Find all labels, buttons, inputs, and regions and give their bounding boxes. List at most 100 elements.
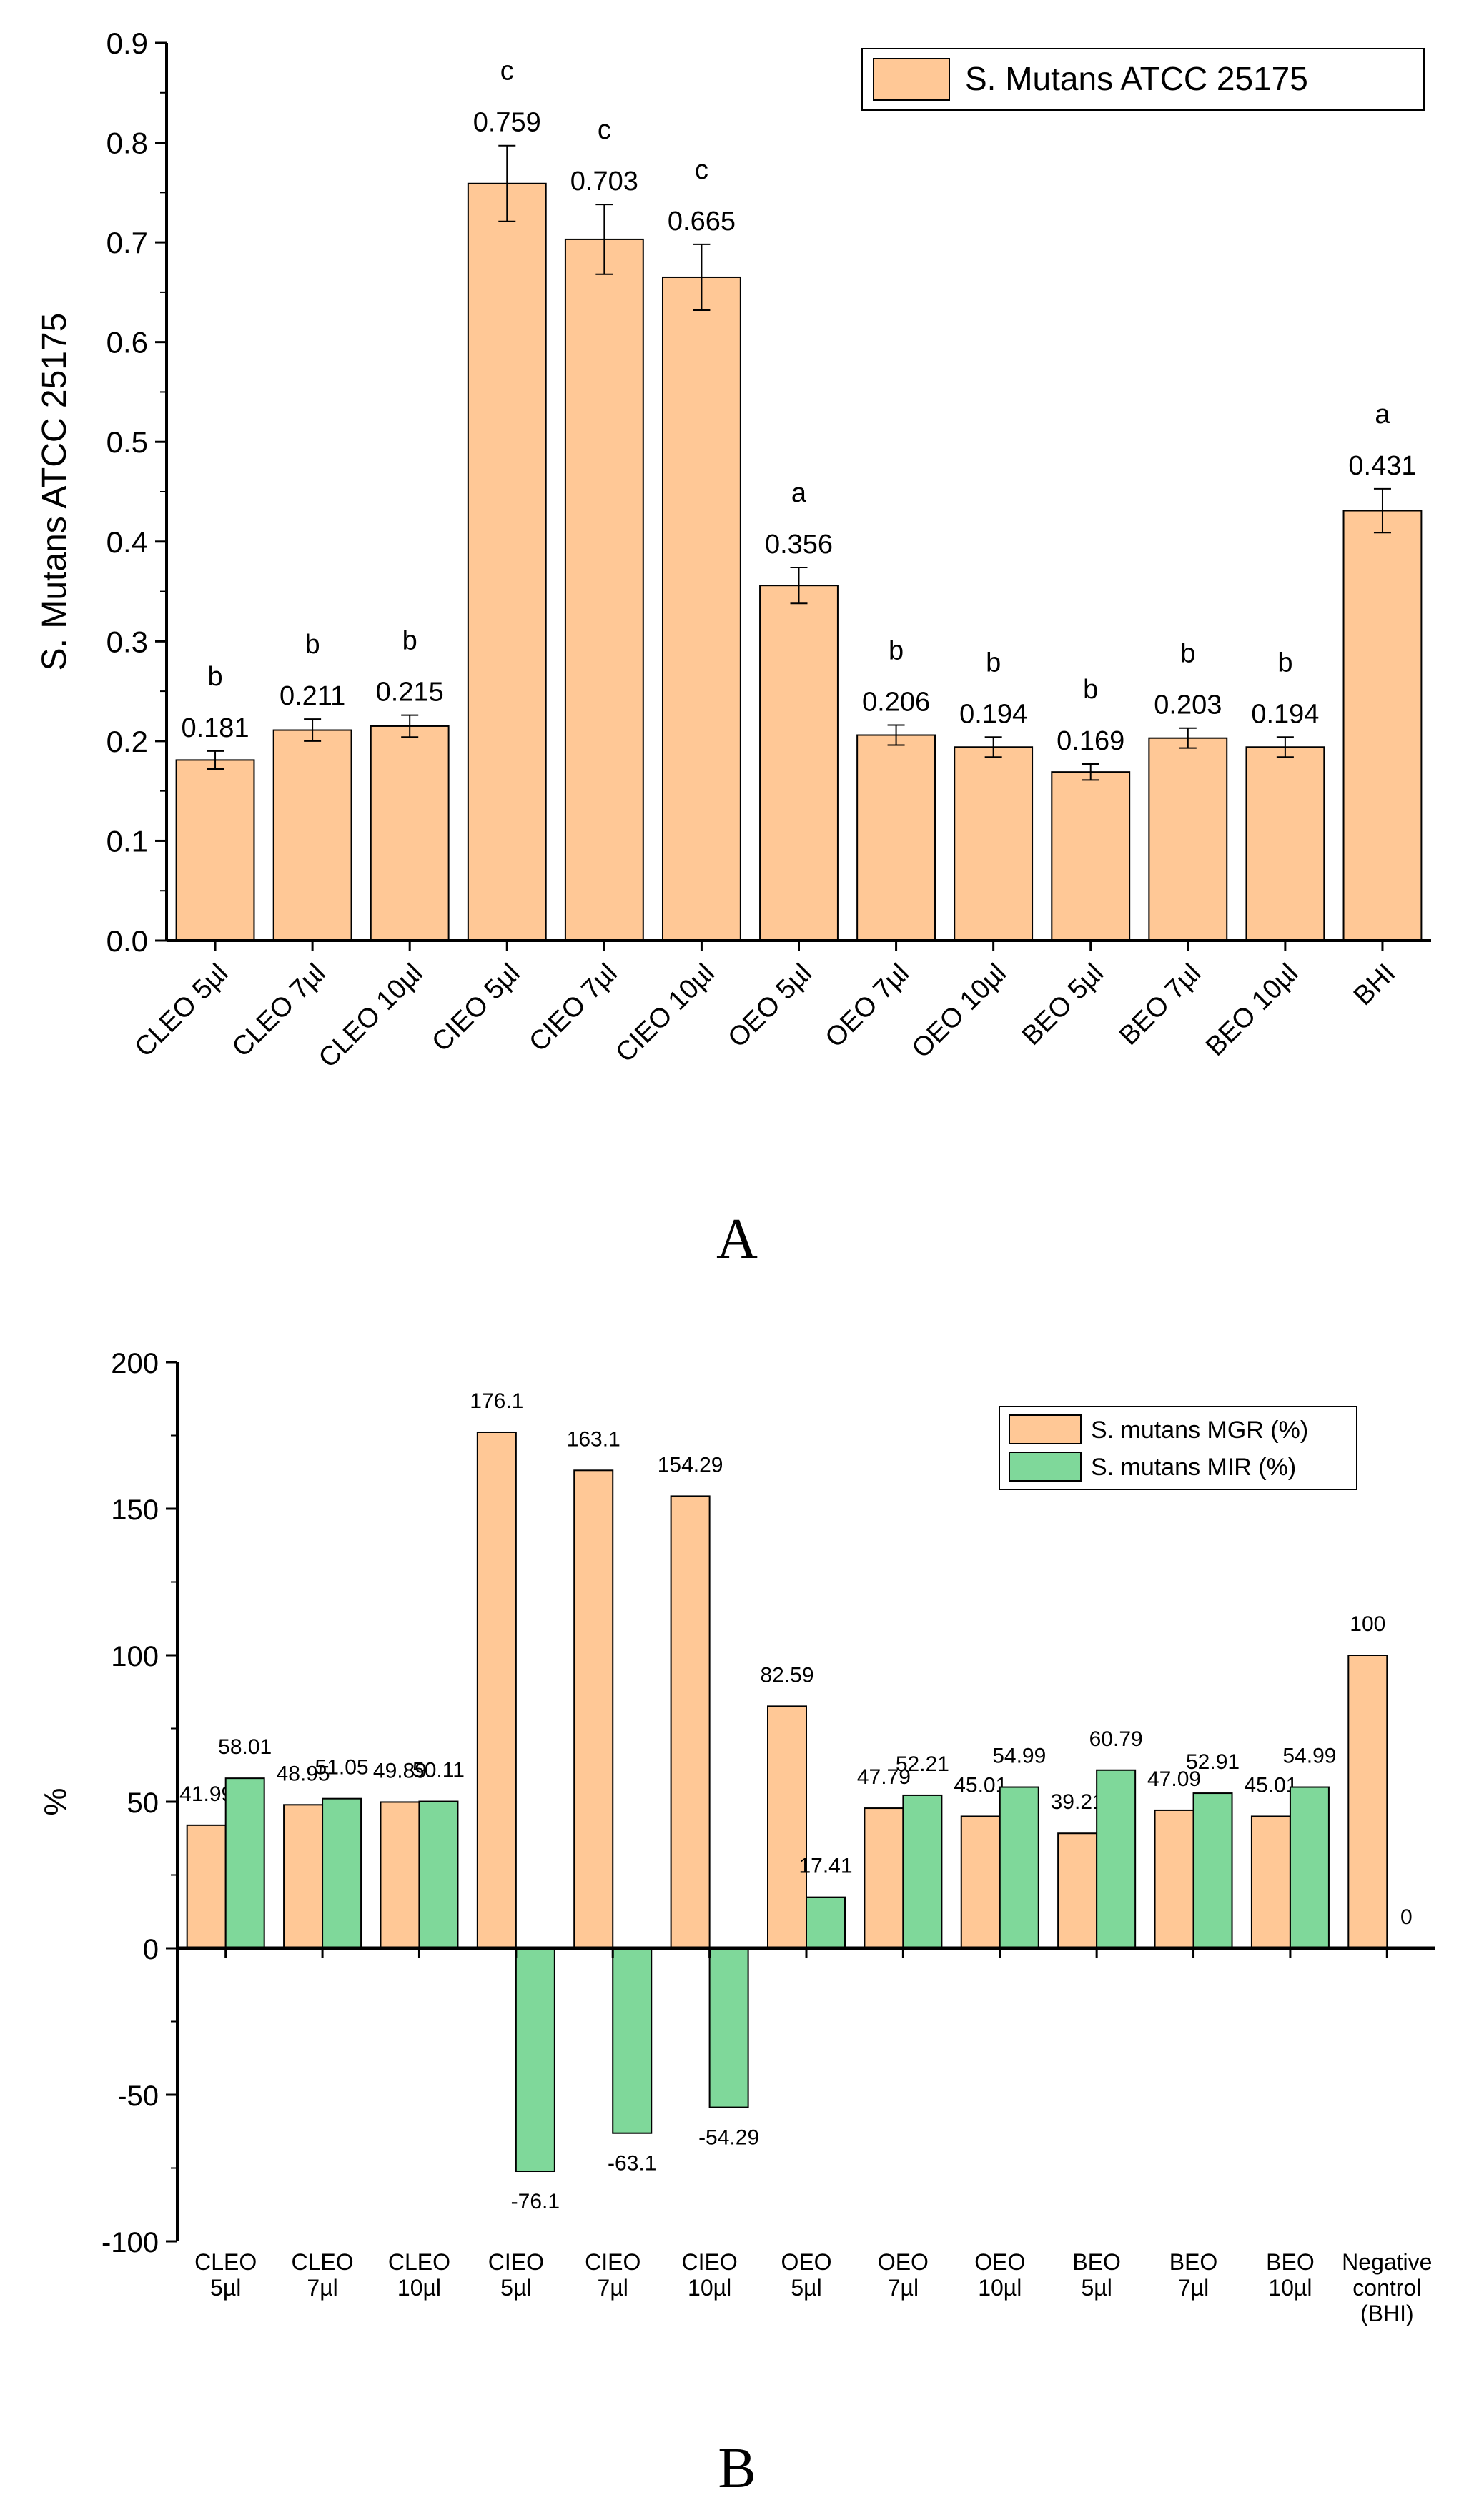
data-label: 0.211 xyxy=(280,681,345,711)
x-tick-label: CLEO 5µl xyxy=(194,2249,257,2301)
significance-label: b xyxy=(1083,675,1098,705)
bar-mgr xyxy=(1154,1809,1194,1949)
significance-label: b xyxy=(986,648,1001,678)
bar xyxy=(370,725,450,941)
data-label: 0.703 xyxy=(570,167,638,197)
data-label: 52.91 xyxy=(1186,1750,1240,1774)
y-tick-label: 0.5 xyxy=(107,425,148,459)
data-label: 39.21 xyxy=(1051,1790,1104,1814)
x-tick-label: OEO 7µl xyxy=(820,958,915,1053)
significance-label: b xyxy=(1277,648,1292,678)
x-tick-label: CLEO 7µl xyxy=(292,2249,354,2301)
x-tick-label-line: 10µl xyxy=(1268,2275,1312,2301)
y-tick-label: 0.2 xyxy=(107,725,148,758)
bar xyxy=(467,182,547,942)
bar xyxy=(759,585,839,942)
x-tick-label-line: 5µl xyxy=(1081,2275,1112,2301)
data-label: 0.665 xyxy=(668,207,736,237)
data-label: 52.21 xyxy=(896,1752,949,1776)
x-tick-label-line: 7µl xyxy=(888,2275,919,2301)
bar-mir xyxy=(515,1948,555,2173)
bar-mgr xyxy=(380,1801,420,1949)
bar-mir xyxy=(322,1797,362,1950)
data-label: 100 xyxy=(1350,1612,1385,1636)
legend-box xyxy=(861,48,1425,111)
data-label: 0.181 xyxy=(181,713,249,743)
bar-mgr xyxy=(1057,1832,1098,1950)
y-tick-label: 150 xyxy=(111,1494,159,1526)
data-label: 0.759 xyxy=(473,108,541,138)
data-label: 45.01 xyxy=(1244,1773,1297,1797)
x-tick-label: CIEO 5µl xyxy=(488,2249,544,2301)
x-tick-label: CIEO 10µl xyxy=(681,2249,737,2301)
y-tick-label: 0.1 xyxy=(107,824,148,858)
x-tick-label-line: 7µl xyxy=(307,2275,337,2301)
data-label: 0.169 xyxy=(1057,726,1124,756)
legend-swatch xyxy=(1009,1414,1082,1444)
legend-label: S. mutans MGR (%) xyxy=(1091,1417,1308,1444)
data-label: 0.356 xyxy=(765,530,833,560)
legend-label: S. mutans MIR (%) xyxy=(1091,1454,1296,1481)
x-tick-label: CLEO 10µl xyxy=(313,958,429,1074)
significance-label: a xyxy=(1375,400,1390,430)
bar xyxy=(272,729,352,941)
bar-mir xyxy=(1289,1786,1330,1950)
bar-mir xyxy=(708,1948,749,2108)
bar-mgr xyxy=(670,1495,711,1949)
data-label: 163.1 xyxy=(567,1427,620,1451)
x-tick-label-line: CLEO xyxy=(388,2249,450,2275)
x-tick-label: CIEO 7µl xyxy=(523,958,623,1058)
bar xyxy=(564,238,644,941)
bar xyxy=(856,734,936,941)
panel-a: 0.181 b 0.211 b 0.215 b 0.759 c 0.703 c 0.665 c 0.35… xyxy=(36,26,1431,1271)
x-tick-label-line: BEO xyxy=(1169,2249,1218,2275)
bar xyxy=(1051,771,1131,942)
panel-label: B xyxy=(718,2437,756,2500)
bar xyxy=(1148,737,1228,942)
x-tick-label: OEO 7µl xyxy=(878,2249,929,2301)
bar xyxy=(1342,510,1423,941)
bar xyxy=(175,759,255,941)
y-tick-label: 0.0 xyxy=(107,924,148,958)
data-label: 0.206 xyxy=(862,688,930,718)
y-axis-label: S. Mutans ATCC 25175 xyxy=(36,313,74,671)
x-tick-label-line: OEO xyxy=(974,2249,1025,2275)
significance-label: c xyxy=(695,155,708,185)
bar-mgr xyxy=(1347,1655,1388,1949)
data-label: 47.79 xyxy=(857,1765,911,1789)
x-tick-label: BEO 10µl xyxy=(1200,958,1304,1062)
bar-mir xyxy=(612,1948,653,2134)
x-tick-label-line: 7µl xyxy=(1178,2275,1209,2301)
y-tick-label: 0.9 xyxy=(107,26,148,60)
x-tick-label-line: 7µl xyxy=(598,2275,628,2301)
x-tick-label-line: OEO xyxy=(781,2249,831,2275)
y-tick-label: 0.6 xyxy=(107,326,148,359)
legend-swatch xyxy=(1009,1452,1082,1482)
significance-label: b xyxy=(207,662,222,692)
y-tick-label: 100 xyxy=(111,1641,159,1672)
x-tick-label-line: CIEO xyxy=(488,2249,544,2275)
bar-mgr xyxy=(573,1469,614,1950)
x-tick-label-line: BEO xyxy=(1266,2249,1315,2275)
y-tick-label: 50 xyxy=(127,1787,159,1819)
x-tick-label: BEO 7µl xyxy=(1114,958,1207,1051)
y-tick-label: 0.7 xyxy=(107,226,148,259)
significance-label: c xyxy=(598,115,611,145)
data-label: 54.99 xyxy=(992,1745,1046,1768)
significance-label: b xyxy=(305,630,320,660)
bar-mgr xyxy=(186,1824,227,1950)
data-label: 176.1 xyxy=(470,1389,523,1413)
x-tick-label: OEO 5µl xyxy=(781,2249,831,2301)
data-label: 58.01 xyxy=(218,1735,272,1759)
legend-label: S. Mutans ATCC 25175 xyxy=(965,60,1308,97)
significance-label: b xyxy=(889,636,904,666)
x-tick-label: BEO 5µl xyxy=(1017,958,1109,1051)
x-tick-label: OEO 10µl xyxy=(906,958,1012,1064)
data-label: -76.1 xyxy=(511,2190,560,2213)
data-label: -63.1 xyxy=(608,2152,656,2176)
y-axis-label: % xyxy=(38,1787,73,1815)
y-tick-label: 0.3 xyxy=(107,625,148,658)
data-label: 48.95 xyxy=(277,1762,330,1785)
data-label: 154.29 xyxy=(658,1453,723,1477)
data-label: 41.99 xyxy=(179,1782,233,1806)
